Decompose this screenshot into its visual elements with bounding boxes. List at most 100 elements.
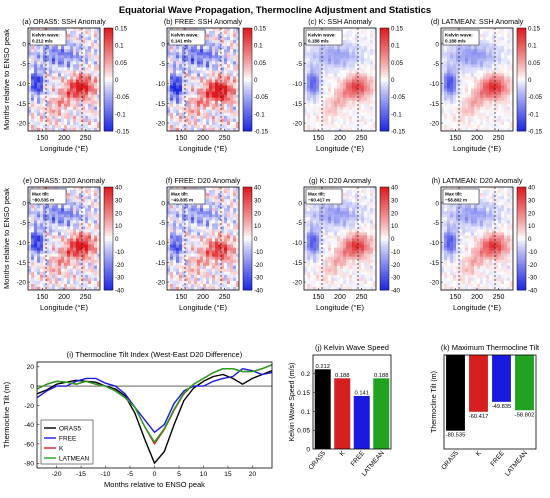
map-cell bbox=[480, 67, 484, 71]
map-cell bbox=[28, 187, 32, 191]
map-cell bbox=[170, 85, 174, 89]
map-cell bbox=[465, 70, 469, 74]
map-cell bbox=[233, 199, 237, 203]
map-cell bbox=[465, 73, 469, 77]
map-cell bbox=[52, 97, 56, 102]
map-cell bbox=[492, 127, 496, 131]
map-cell bbox=[37, 52, 41, 56]
map-cell bbox=[58, 217, 62, 221]
map-cell bbox=[465, 67, 469, 71]
map-cell bbox=[459, 106, 463, 111]
map-cell bbox=[319, 124, 323, 129]
map-cell bbox=[343, 43, 347, 47]
map-cell bbox=[182, 226, 186, 230]
map-cell bbox=[233, 94, 237, 99]
map-cell bbox=[346, 127, 350, 131]
map-cell bbox=[55, 118, 59, 123]
map-cell bbox=[28, 238, 32, 242]
map-cell bbox=[304, 43, 308, 47]
map-cell bbox=[49, 214, 53, 218]
map-cell bbox=[453, 97, 457, 102]
map-cell bbox=[489, 85, 493, 89]
map-cell bbox=[31, 244, 35, 248]
map-cell bbox=[352, 73, 356, 77]
map-cell bbox=[28, 34, 32, 38]
map-cell bbox=[325, 97, 329, 102]
map-cell bbox=[349, 127, 353, 131]
colorbar-tick-label: 0.1 bbox=[254, 43, 263, 50]
map-cell bbox=[373, 49, 376, 53]
map-cell bbox=[182, 229, 186, 233]
map-cell bbox=[94, 76, 98, 80]
map-cell bbox=[489, 115, 493, 120]
map-cell bbox=[355, 112, 359, 117]
map-cell bbox=[194, 187, 198, 191]
map-cell bbox=[88, 217, 92, 221]
map-cell bbox=[307, 61, 311, 65]
map-cell bbox=[364, 118, 368, 123]
map-cell bbox=[34, 214, 38, 218]
map-cell bbox=[179, 238, 183, 242]
map-cell bbox=[79, 199, 83, 203]
map-cell bbox=[88, 124, 92, 129]
map-cell bbox=[227, 76, 231, 80]
map-cell bbox=[215, 97, 219, 102]
map-cell bbox=[346, 43, 350, 47]
map-cell bbox=[340, 118, 344, 123]
map-cell bbox=[73, 100, 77, 105]
map-cell bbox=[97, 82, 100, 86]
map-cell bbox=[236, 187, 239, 191]
map-cell bbox=[304, 82, 308, 86]
map-cell bbox=[212, 61, 216, 65]
map-cell bbox=[73, 256, 77, 261]
colorbar-segment bbox=[104, 287, 113, 291]
map-cell bbox=[43, 88, 47, 93]
map-cell bbox=[221, 34, 225, 38]
colorbar-tick-label: 0 bbox=[391, 77, 395, 84]
map-cell bbox=[167, 91, 171, 96]
map-cell bbox=[209, 76, 213, 80]
map-cell bbox=[230, 250, 234, 255]
map-cell bbox=[325, 91, 329, 96]
map-cell bbox=[212, 235, 216, 239]
map-cell bbox=[188, 229, 192, 233]
map-cell bbox=[182, 76, 186, 80]
map-cell bbox=[465, 88, 469, 93]
map-x-tick-label: 200 bbox=[58, 294, 70, 301]
map-cell bbox=[456, 94, 460, 99]
map-cell bbox=[340, 88, 344, 93]
map-cell bbox=[233, 223, 237, 227]
map-cell bbox=[218, 58, 222, 62]
map-cell bbox=[61, 97, 65, 102]
map-cell bbox=[346, 85, 350, 89]
map-y-tick-label: -15 bbox=[156, 101, 166, 108]
map-cell bbox=[40, 223, 44, 227]
map-cell bbox=[322, 46, 326, 50]
map-cell bbox=[94, 205, 98, 209]
map-cell bbox=[52, 250, 56, 255]
map-cell bbox=[67, 46, 71, 50]
map-cell bbox=[212, 73, 216, 77]
colorbar-segment bbox=[104, 220, 113, 224]
map-cell bbox=[337, 97, 341, 102]
map-cell bbox=[167, 43, 171, 47]
info-box-value: 0.212 m/s bbox=[32, 39, 53, 44]
map-cell bbox=[61, 229, 65, 233]
map-cell bbox=[465, 28, 469, 32]
map-cell bbox=[489, 82, 493, 86]
map-cell bbox=[79, 244, 83, 248]
map-cell bbox=[52, 220, 56, 224]
map-cell bbox=[49, 67, 53, 71]
map-cell bbox=[85, 190, 89, 194]
map-cell bbox=[37, 265, 41, 270]
map-cell bbox=[358, 73, 362, 77]
map-cell bbox=[176, 217, 180, 221]
map-cell bbox=[173, 238, 177, 242]
map-cell bbox=[88, 193, 92, 197]
map-cell bbox=[64, 286, 68, 290]
map-cell bbox=[224, 28, 228, 32]
map-cell bbox=[316, 112, 320, 117]
map-cell bbox=[224, 97, 228, 102]
map-cell bbox=[64, 214, 68, 218]
map-cell bbox=[307, 73, 311, 77]
